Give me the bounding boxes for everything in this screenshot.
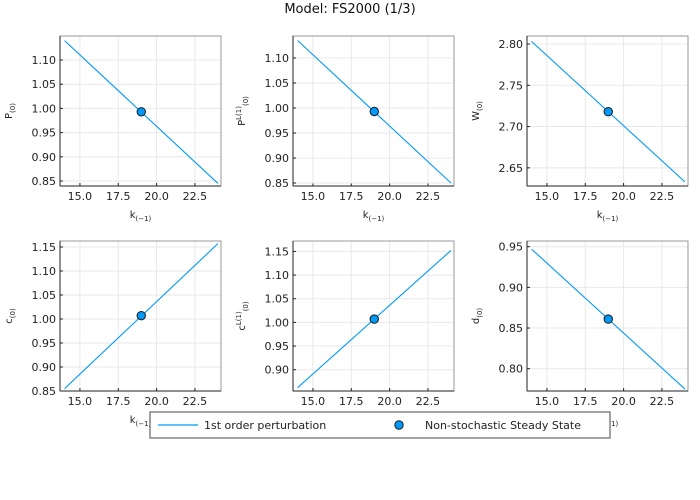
y-axis-label: cL(1)(0) (235, 301, 250, 331)
x-tick-label: 20.0 (144, 395, 169, 408)
x-tick-label: 20.0 (611, 395, 636, 408)
subplot-3: 15.0 17.5 20.0 22.5 2.65 2.70 2.75 2.80 k(−1) W(0… (471, 35, 689, 223)
y-tick-label: 1.05 (32, 78, 57, 91)
x-tick-label: 20.0 (611, 190, 636, 203)
x-tick-label: 22.5 (416, 395, 441, 408)
y-tick-label: 2.70 (499, 121, 524, 134)
subplot-5: 15.0 17.5 20.0 22.5 0.90 0.95 1.00 1.05 1.10 1.15… (235, 240, 455, 428)
y-tick-label: 0.85 (265, 177, 290, 190)
x-tick-label: 22.5 (416, 190, 441, 203)
y-tick-label: 1.10 (265, 52, 290, 65)
y-axis-label: PL(1)(0) (235, 96, 250, 126)
y-tick-label: 1.10 (265, 269, 290, 282)
y-tick-label: 1.00 (265, 316, 290, 329)
x-axis-label: k(−1) (130, 415, 152, 428)
y-tick-label: 2.65 (499, 162, 524, 175)
y-tick-label: 1.15 (265, 245, 290, 258)
legend-entry-perturbation: 1st order perturbation (204, 419, 326, 432)
y-axis-label: d(0) (471, 308, 484, 325)
x-tick-label: 15.0 (535, 190, 560, 203)
y-tick-label: 0.85 (32, 175, 57, 188)
x-tick-label: 20.0 (377, 190, 402, 203)
legend: 1st order perturbation Non-stochastic St… (149, 411, 611, 439)
x-tick-label: 22.5 (650, 190, 675, 203)
y-axis-label: P(0) (4, 103, 17, 119)
y-tick-label: 0.95 (265, 340, 290, 353)
y-tick-label: 1.00 (32, 313, 57, 326)
steady-state-point (603, 107, 613, 117)
y-tick-label: 0.95 (32, 127, 57, 140)
y-axis-label: W(0) (471, 101, 484, 121)
x-tick-label: 15.0 (68, 395, 93, 408)
subplot-2: 15.0 17.5 20.0 22.5 0.85 0.90 0.95 1.00 1.05 1.10… (235, 35, 455, 223)
x-tick-label: 15.0 (301, 395, 326, 408)
x-tick-label: 20.0 (144, 190, 169, 203)
y-tick-label: 0.85 (499, 322, 524, 335)
y-tick-label: 0.90 (265, 364, 290, 377)
subplot-1: 15.0 17.5 20.0 22.5 0.85 0.90 0.95 1.00 1.05 1.10… (4, 35, 222, 223)
figure-title: Model: FS2000 (1/3) (284, 2, 415, 17)
y-tick-label: 1.05 (32, 289, 57, 302)
y-tick-label: 0.95 (499, 241, 524, 254)
y-tick-label: 0.95 (32, 337, 57, 350)
y-tick-label: 0.90 (499, 281, 524, 294)
y-tick-label: 1.00 (265, 102, 290, 115)
y-tick-label: 2.80 (499, 38, 524, 51)
x-axis-label: k(−1) (130, 210, 152, 223)
x-tick-label: 15.0 (68, 190, 93, 203)
x-axis-label: k(−1) (597, 210, 619, 223)
x-tick-label: 22.5 (183, 395, 208, 408)
x-tick-label: 20.0 (377, 395, 402, 408)
x-tick-label: 15.0 (535, 395, 560, 408)
y-tick-label: 1.15 (32, 241, 57, 254)
x-tick-label: 15.0 (301, 190, 326, 203)
x-tick-label: 22.5 (183, 190, 208, 203)
y-tick-label: 0.90 (265, 152, 290, 165)
x-tick-label: 17.5 (339, 395, 364, 408)
steady-state-point (136, 310, 146, 321)
x-tick-label: 17.5 (106, 395, 131, 408)
legend-point-swatch (394, 420, 404, 430)
y-tick-label: 0.85 (32, 385, 57, 398)
x-axis-label: k(−1) (363, 210, 385, 223)
steady-state-point (369, 106, 379, 117)
y-tick-label: 0.80 (499, 363, 524, 376)
y-tick-label: 1.10 (32, 265, 57, 278)
x-tick-label: 17.5 (339, 190, 364, 203)
steady-state-point (136, 107, 146, 117)
x-tick-label: 17.5 (573, 190, 598, 203)
y-tick-label: 1.05 (265, 293, 290, 306)
x-tick-label: 17.5 (573, 395, 598, 408)
subplot-6: 15.017.520.022.50.800.850.900.95k(−1)d(0… (471, 240, 689, 428)
x-tick-label: 17.5 (106, 190, 131, 203)
y-tick-label: 0.90 (32, 361, 57, 374)
y-tick-label: 1.10 (32, 54, 57, 67)
y-axis-label: c(0) (4, 308, 17, 324)
legend-entry-steady-state: Non-stochastic Steady State (425, 419, 581, 432)
y-tick-label: 1.00 (32, 102, 57, 115)
x-tick-label: 22.5 (650, 395, 675, 408)
y-tick-label: 0.95 (265, 127, 290, 140)
y-tick-label: 1.05 (265, 77, 290, 90)
y-tick-label: 0.90 (32, 151, 57, 164)
steady-state-point (369, 314, 379, 324)
y-tick-label: 2.75 (499, 79, 524, 92)
subplot-4: 15.0 17.5 20.0 22.5 0.85 0.90 0.95 1.00 1.05 1.10… (4, 240, 222, 428)
steady-state-point (603, 314, 613, 324)
